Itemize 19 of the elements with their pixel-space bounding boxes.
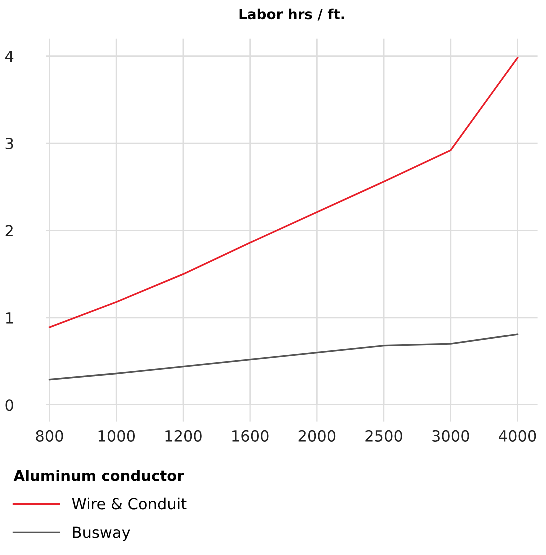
x-tick-label: 1000 bbox=[98, 430, 136, 442]
legend-label: Wire & Conduit bbox=[72, 498, 187, 510]
legend-title: Aluminum conductor bbox=[14, 470, 184, 482]
x-tick-label: 4000 bbox=[499, 430, 536, 442]
x-tick-label: 1600 bbox=[232, 430, 269, 442]
x-tick-label: 2500 bbox=[366, 430, 402, 442]
y-tick-label: 3 bbox=[6, 138, 14, 150]
line-series bbox=[48, 57, 519, 328]
x-tick-label: 2000 bbox=[298, 430, 336, 442]
legend-label: Busway bbox=[73, 526, 130, 542]
x-tick-label: 3000 bbox=[432, 430, 470, 442]
chart-title: Labor hrs / ft. bbox=[240, 8, 344, 21]
x-tick-label: 800 bbox=[36, 430, 64, 442]
y-tick-label: 2 bbox=[6, 225, 13, 237]
y-tick-label: 0 bbox=[6, 400, 14, 412]
x-tick-label: 1200 bbox=[166, 430, 202, 442]
y-tick-label: 4 bbox=[5, 50, 14, 62]
y-tick-label: 1 bbox=[6, 312, 14, 324]
line-series bbox=[48, 334, 519, 381]
